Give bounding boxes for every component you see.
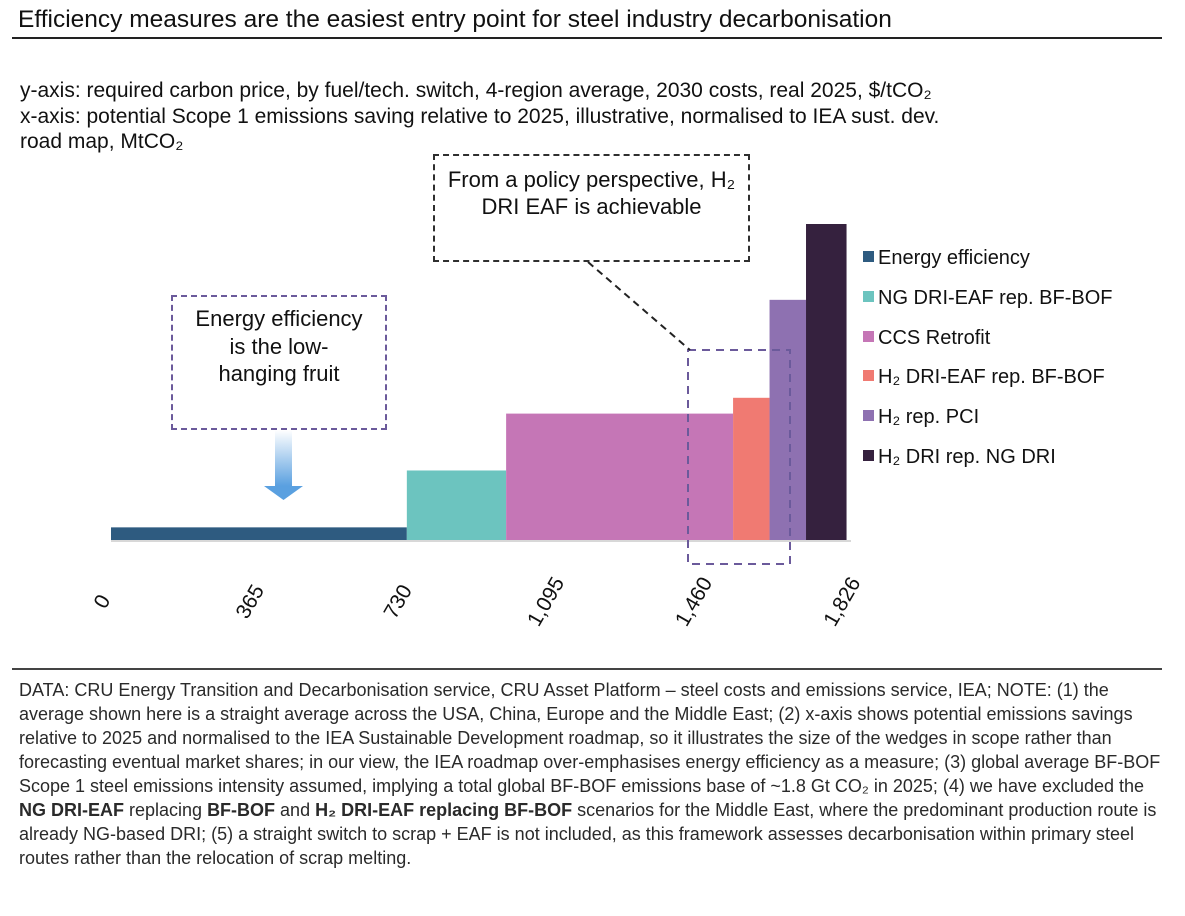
- legend-label-2: CCS Retrofit: [878, 326, 991, 349]
- legend-swatch-5: [863, 450, 874, 461]
- x-axis-description: x-axis: potential Scope 1 emissions savi…: [20, 105, 940, 128]
- legend-label-5: H₂ DRI rep. NG DRI: [878, 446, 1056, 468]
- x-tick-labels: 0 365 730 1,095 1,460 1,826: [89, 573, 865, 630]
- legend-item-2: CCS Retrofit: [863, 327, 990, 351]
- title-divider: [12, 37, 1162, 39]
- legend-swatch-4: [863, 410, 874, 422]
- legend-swatch-3: [863, 370, 874, 382]
- legend-label-0: Energy efficiency: [878, 247, 1030, 269]
- bars-group: [111, 224, 847, 540]
- x-tick-label-3: 1,095: [523, 573, 569, 630]
- efficiency-callout: Energy efficiency is the low-hanging fru…: [171, 295, 387, 430]
- x-tick-label-4: 1,460: [671, 573, 717, 630]
- footnote-text-2: replacing: [124, 800, 208, 820]
- legend-item-1: NG DRI-EAF rep. BF-BOF: [863, 287, 1112, 311]
- bar-5: [806, 224, 847, 540]
- highlight-box: [687, 349, 791, 565]
- x-tick-label-1: 365: [232, 581, 269, 623]
- bar-3: [733, 397, 770, 540]
- page-title: Efficiency measures are the easiest entr…: [18, 6, 892, 33]
- callout-connector: [587, 261, 691, 351]
- down-arrow-icon: [264, 430, 303, 500]
- footnote-text-3: and: [275, 800, 316, 820]
- footnote-divider: [12, 668, 1162, 670]
- x-tick-label-2: 730: [379, 581, 416, 623]
- policy-callout-text: From a policy perspective, H₂ DRI EAF is…: [447, 167, 736, 219]
- x-axis-description-cont: road map, MtCO₂: [20, 130, 184, 153]
- legend-label-3: H₂ DRI-EAF rep. BF-BOF: [878, 366, 1105, 389]
- footnote: DATA: CRU Energy Transition and Decarbon…: [19, 678, 1164, 870]
- footnote-bold-1: NG DRI-EAF: [19, 800, 124, 820]
- legend-item-3: H₂ DRI-EAF rep. BF-BOF: [863, 366, 1105, 390]
- legend-label-1: NG DRI-EAF rep. BF-BOF: [878, 286, 1113, 309]
- bar-1: [406, 470, 507, 540]
- legend-swatch-2: [863, 330, 874, 342]
- legend-label-4: H₂ rep. PCI: [878, 406, 980, 429]
- legend-swatch-1: [863, 290, 874, 302]
- legend-item-5: H₂ DRI rep. NG DRI: [863, 446, 1056, 470]
- footnote-bold-3: H₂ DRI-EAF replacing BF-BOF: [315, 800, 573, 820]
- legend-swatch-0: [863, 251, 874, 262]
- footnote-bold-2: BF-BOF: [207, 800, 276, 820]
- bar-0: [111, 527, 407, 540]
- footnote-text-1: DATA: CRU Energy Transition and Decarbon…: [19, 680, 1161, 796]
- efficiency-callout-text: Energy efficiency is the low-hanging fru…: [195, 306, 363, 386]
- legend-item-0: Energy efficiency: [863, 247, 1030, 271]
- x-tick-label-0: 0: [89, 591, 115, 613]
- policy-callout: From a policy perspective, H₂ DRI EAF is…: [433, 154, 750, 262]
- x-tick-label-5: 1,826: [819, 573, 865, 630]
- bar-4: [769, 299, 807, 540]
- legend-item-4: H₂ rep. PCI: [863, 406, 979, 430]
- y-axis-description: y-axis: required carbon price, by fuel/t…: [20, 79, 932, 102]
- footnote-text-4: scenarios for the Middle East, where the…: [19, 800, 1157, 868]
- bar-2: [506, 413, 734, 540]
